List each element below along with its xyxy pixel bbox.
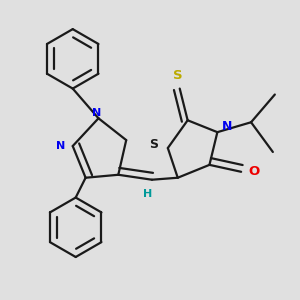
Text: H: H bbox=[143, 189, 153, 199]
Text: S: S bbox=[149, 138, 158, 151]
Text: N: N bbox=[92, 108, 101, 118]
Text: O: O bbox=[248, 165, 260, 178]
Text: S: S bbox=[173, 69, 183, 82]
Text: N: N bbox=[56, 141, 65, 151]
Text: N: N bbox=[222, 120, 232, 133]
